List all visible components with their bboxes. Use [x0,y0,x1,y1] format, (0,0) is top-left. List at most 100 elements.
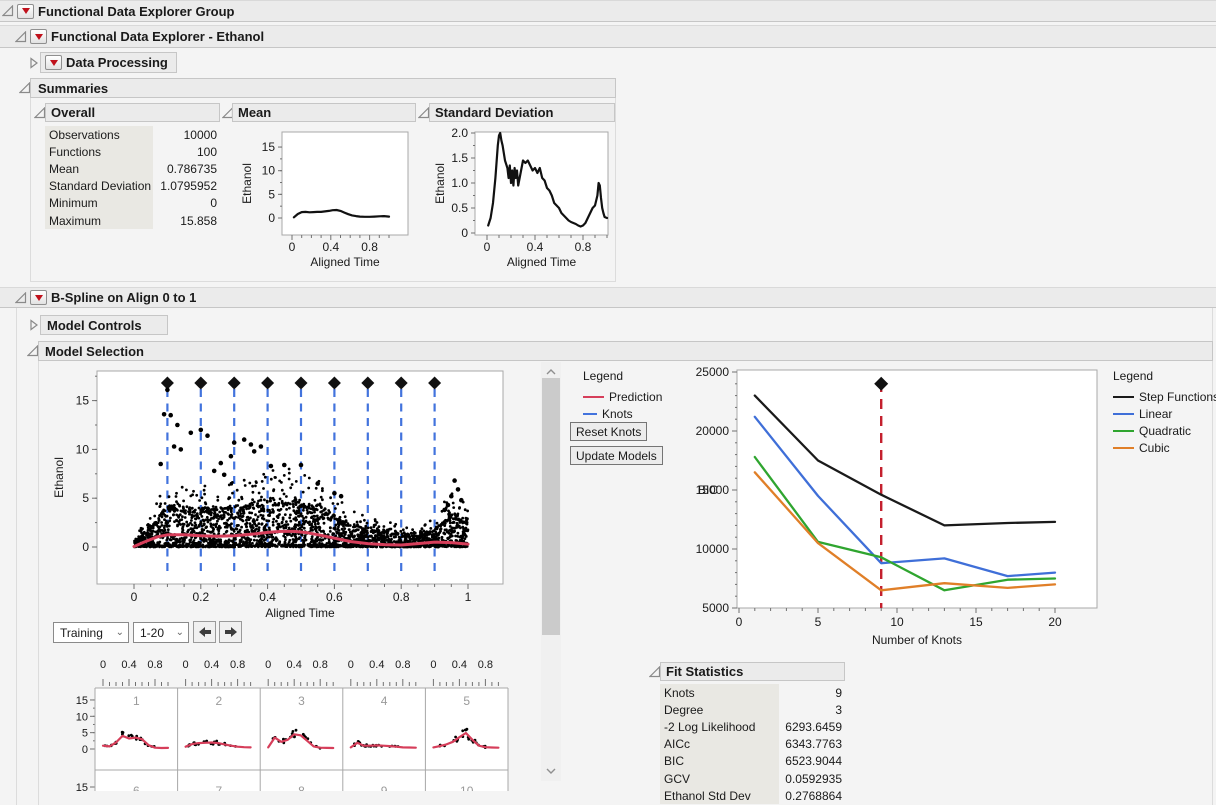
table-row: Knots 9 [660,684,844,702]
svg-text:0: 0 [736,615,743,629]
svg-text:20: 20 [1048,615,1062,629]
summaries-title: Summaries [38,80,109,96]
svg-text:0: 0 [82,744,88,756]
outline-bar-mean[interactable]: Mean [232,103,416,122]
collapse-triangle-icon[interactable] [2,5,14,17]
outline-bar-data-processing[interactable]: Data Processing [40,52,177,73]
svg-text:Ethanol: Ethanol [240,163,254,204]
svg-text:15: 15 [969,615,983,629]
collapse-triangle-icon[interactable] [649,666,661,678]
svg-text:3: 3 [298,694,305,708]
svg-text:0.8: 0.8 [575,240,592,254]
outline-bar-fde-group[interactable]: Functional Data Explorer Group [0,0,1216,22]
outline-bar-model-controls[interactable]: Model Controls [40,315,168,335]
range-dropdown[interactable]: 1-20 ⌄ [133,622,189,643]
legend-item: Knots [583,406,662,421]
legend-label: Cubic [1139,440,1170,455]
table-row: Observations 10000 [45,126,219,144]
svg-text:0: 0 [82,540,89,554]
table-row: AICc 6343.7763 [660,735,844,753]
collapse-triangle-icon[interactable] [15,30,27,43]
svg-text:0.4: 0.4 [287,659,302,671]
row-label: Knots [660,684,779,702]
svg-text:0: 0 [268,211,275,225]
legend-label: Step Functions [1139,389,1216,404]
svg-text:7: 7 [216,784,223,791]
chevron-down-icon: ⌄ [115,627,124,638]
update-models-button[interactable]: Update Models [570,446,663,465]
svg-text:Aligned Time: Aligned Time [265,606,335,620]
expand-triangle-icon[interactable] [28,319,40,331]
outline-bar-model-selection[interactable]: Model Selection [38,341,1213,361]
svg-text:0.4: 0.4 [369,659,384,671]
fde-group-title: Functional Data Explorer Group [38,3,235,19]
row-label: BIC [660,752,779,770]
training-dropdown[interactable]: Training ⌄ [53,622,129,643]
collapse-triangle-icon[interactable] [15,291,27,304]
collapse-triangle-icon[interactable] [34,107,46,119]
legend-swatch-icon [583,412,597,415]
scrollbar-down-icon[interactable] [541,763,561,779]
legend-swatch-icon [583,395,604,398]
red-menu-icon[interactable] [30,290,47,305]
svg-text:Ethanol: Ethanol [433,163,447,204]
reset-knots-label: Reset Knots [576,424,642,439]
svg-text:Aligned Time: Aligned Time [507,255,577,269]
chevron-down-icon: ⌄ [175,627,184,638]
row-label: Minimum [45,194,153,212]
scrollbar-track[interactable] [541,362,561,781]
red-menu-icon[interactable] [45,55,62,70]
outline-bar-bspline[interactable]: B-Spline on Align 0 to 1 [0,287,1216,308]
row-value: 6343.7763 [785,737,842,752]
outline-bar-fde-ethanol[interactable]: Functional Data Explorer - Ethanol [0,25,1216,48]
scrollbar-up-icon[interactable] [541,364,561,380]
data-processing-title: Data Processing [66,55,168,70]
bic-legend: Legend Step Functions Linear Quadratic Cubi… [1113,369,1216,457]
fit-statistics-title: Fit Statistics [666,664,744,679]
model-selection-title: Model Selection [45,343,144,359]
svg-text:0.5: 0.5 [451,201,468,215]
table-row: BIC 6523.9044 [660,752,844,770]
legend-title: Legend [1113,369,1154,383]
outline-bar-overall[interactable]: Overall [45,103,220,122]
red-menu-icon[interactable] [30,29,47,44]
outline-bar-stddev[interactable]: Standard Deviation [429,103,615,122]
svg-text:15: 15 [76,394,90,408]
svg-text:0.8: 0.8 [313,659,328,671]
row-value: 10000 [183,127,217,142]
fit-statistics-table: Knots 9 Degree 3 -2 Log Likelihood 6293.6459 A… [660,684,844,805]
legend-item: Linear [1113,406,1216,421]
svg-text:5: 5 [82,728,88,740]
collapse-triangle-icon[interactable] [418,107,430,119]
svg-text:10: 10 [76,711,88,723]
fit-scatter-chart[interactable]: 0 5 10 15 0 0.2 0.4 0.6 0.8 1 Aligned Time Ethanol [50,362,545,620]
legend-swatch-icon [1113,429,1134,432]
collapse-triangle-icon[interactable] [27,345,39,357]
bic-chart[interactable]: 5000 10000 15000 20000 25000 0 5 10 15 20 Number o… [690,362,1114,654]
svg-text:1: 1 [133,694,140,708]
scrollbar-thumb[interactable] [542,378,560,635]
legend-item: Quadratic [1113,423,1216,438]
row-label: AICc [660,735,779,753]
expand-triangle-icon[interactable] [28,57,40,69]
svg-text:0: 0 [131,590,138,604]
row-label: Maximum [45,211,153,230]
row-label: Ethanol Std Dev [660,787,779,805]
outline-bar-summaries[interactable]: Summaries [30,78,616,98]
previous-page-button[interactable] [193,621,216,643]
svg-text:0.8: 0.8 [395,659,410,671]
table-row: Functions 100 [45,143,219,161]
collapse-triangle-icon[interactable] [19,82,31,94]
svg-text:0: 0 [484,240,491,254]
next-page-button[interactable] [219,621,242,643]
svg-text:9: 9 [381,784,388,791]
svg-text:15: 15 [76,695,88,707]
svg-text:8: 8 [298,784,305,791]
outline-bar-fit-statistics[interactable]: Fit Statistics [660,662,845,681]
row-label: GCV [660,769,779,788]
reset-knots-button[interactable]: Reset Knots [570,422,648,441]
svg-text:2.0: 2.0 [451,126,468,140]
red-menu-icon[interactable] [17,3,34,19]
